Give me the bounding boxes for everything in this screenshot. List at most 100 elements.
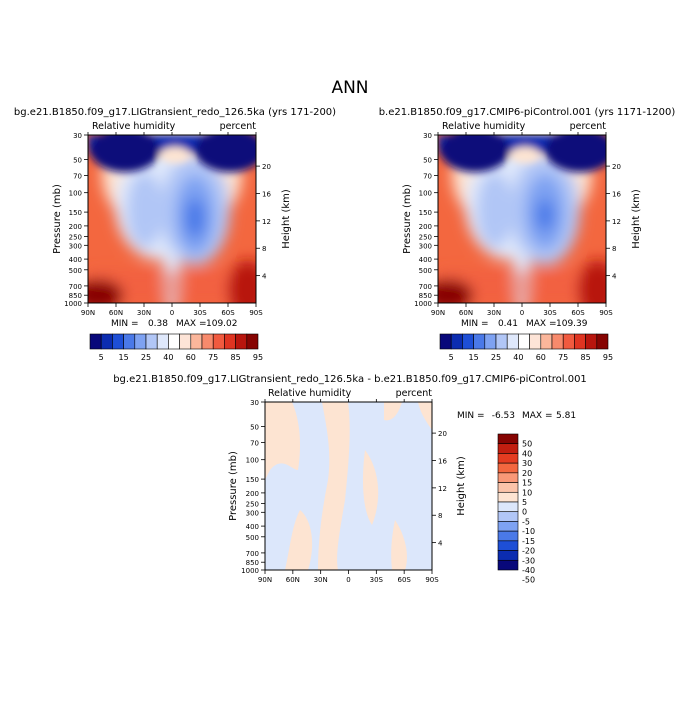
colorbar-label: 25 bbox=[141, 353, 151, 362]
y-tick-label: 30 bbox=[423, 132, 432, 140]
x-tick-label: 30N bbox=[314, 576, 328, 584]
y-tick-label: 500 bbox=[246, 534, 259, 542]
y-tick-label: 300 bbox=[246, 509, 259, 517]
y-tick-label: 850 bbox=[246, 559, 259, 567]
colorbar-label: -15 bbox=[522, 537, 535, 546]
colorbar-swatch bbox=[562, 333, 575, 350]
colorbar-swatch bbox=[89, 333, 102, 350]
x-tick-label: 60N bbox=[286, 576, 300, 584]
x-tick-label: 30S bbox=[193, 309, 207, 317]
colorbar-label: 95 bbox=[253, 353, 263, 362]
y-tick-label: 1000 bbox=[414, 300, 432, 308]
colorbar-label: 40 bbox=[522, 449, 532, 458]
colorbar-swatch bbox=[497, 453, 519, 464]
colorbar-swatch bbox=[168, 333, 180, 350]
y2-tick-label: 16 bbox=[612, 190, 621, 198]
colorbar-label: 85 bbox=[231, 353, 241, 362]
colorbar-label: 85 bbox=[581, 353, 591, 362]
x-tick-label: 30N bbox=[137, 309, 151, 317]
colorbar-swatch bbox=[497, 482, 519, 493]
colorbar-label: 40 bbox=[513, 353, 523, 362]
y-tick-label: 700 bbox=[246, 550, 259, 558]
colorbar-swatch bbox=[540, 333, 553, 350]
colorbar-swatch bbox=[497, 501, 519, 513]
y-tick-label: 200 bbox=[419, 223, 432, 231]
colorbar-swatch bbox=[145, 333, 158, 350]
x-tick-label: 90S bbox=[425, 576, 439, 584]
panel-3-max-label: MAX = bbox=[522, 411, 553, 421]
colorbar-swatch bbox=[585, 333, 598, 350]
y-tick-label: 200 bbox=[246, 490, 259, 498]
y-tick-label: 250 bbox=[246, 501, 259, 509]
colorbar-label: -5 bbox=[522, 517, 530, 526]
panel-3-field bbox=[265, 402, 432, 570]
panel-3-max-value: 5.81 bbox=[556, 411, 576, 421]
colorbar-swatch bbox=[212, 333, 225, 350]
panel-1-y2label: Height (km) bbox=[281, 189, 292, 249]
panel-2-field bbox=[438, 135, 606, 303]
colorbar-swatch bbox=[462, 333, 474, 350]
x-tick-label: 30S bbox=[543, 309, 557, 317]
panel-1-title: bg.e21.B1850.f09_g17.LIGtransient_redo_1… bbox=[14, 107, 336, 118]
panel-2-ylabel: Pressure (mb) bbox=[402, 184, 413, 254]
panel-1-units: percent bbox=[220, 121, 257, 132]
colorbar-swatch bbox=[112, 333, 124, 350]
colorbar-swatch bbox=[484, 333, 497, 350]
colorbar-label: -20 bbox=[522, 547, 535, 556]
colorbar-label: 75 bbox=[558, 353, 568, 362]
y2-tick-label: 16 bbox=[262, 190, 271, 198]
panel-2-max-label: MAX = bbox=[526, 319, 557, 329]
colorbar-swatch bbox=[596, 333, 609, 350]
y2-tick-label: 12 bbox=[262, 218, 271, 226]
y2-tick-label: 20 bbox=[262, 163, 271, 171]
colorbar-swatch bbox=[506, 333, 519, 350]
panel-1: bg.e21.B1850.f09_g17.LIGtransient_redo_1… bbox=[14, 107, 336, 362]
y-tick-label: 150 bbox=[419, 209, 432, 217]
panel-1-variable: Relative humidity bbox=[92, 121, 176, 132]
y2-tick-label: 20 bbox=[612, 163, 621, 171]
y-tick-label: 850 bbox=[69, 292, 82, 300]
panel-2-contour-fill bbox=[438, 135, 606, 303]
colorbar-label: 5 bbox=[99, 353, 104, 362]
colorbar-label: 15 bbox=[469, 353, 479, 362]
colorbar-swatch bbox=[156, 333, 169, 350]
x-tick-label: 90N bbox=[258, 576, 272, 584]
x-tick-label: 90S bbox=[599, 309, 613, 317]
y2-tick-label: 8 bbox=[262, 245, 266, 253]
colorbar-swatch bbox=[497, 521, 519, 532]
colorbar-label: 40 bbox=[163, 353, 173, 362]
colorbar-swatch bbox=[497, 491, 519, 503]
x-tick-label: 90S bbox=[249, 309, 263, 317]
colorbar-swatch bbox=[450, 333, 463, 350]
panel-3-ylabel: Pressure (mb) bbox=[228, 451, 239, 521]
y-tick-label: 850 bbox=[419, 292, 432, 300]
panel-3-units: percent bbox=[396, 388, 433, 399]
colorbar-label: 15 bbox=[119, 353, 129, 362]
panel-3-y2label: Height (km) bbox=[456, 456, 467, 516]
colorbar-swatch bbox=[497, 540, 519, 551]
y2-tick-label: 8 bbox=[612, 245, 616, 253]
y2-tick-label: 12 bbox=[612, 218, 621, 226]
y-tick-label: 250 bbox=[69, 234, 82, 242]
colorbar-swatch bbox=[497, 530, 519, 542]
colorbar-label: -50 bbox=[522, 576, 535, 585]
colorbar-swatch bbox=[179, 333, 192, 350]
x-tick-label: 60S bbox=[221, 309, 235, 317]
y-tick-label: 70 bbox=[423, 173, 432, 181]
colorbar-swatch bbox=[100, 333, 113, 350]
y-tick-label: 100 bbox=[246, 457, 259, 465]
panel-3-min-label: MIN = bbox=[457, 411, 485, 421]
colorbar-swatch bbox=[497, 433, 519, 445]
panel-2-min-label: MIN = bbox=[461, 319, 489, 329]
colorbar-label: 50 bbox=[522, 440, 532, 449]
panel-3-min-value: -6.53 bbox=[492, 411, 515, 421]
y-tick-label: 100 bbox=[419, 190, 432, 198]
colorbar-swatch bbox=[497, 462, 519, 474]
colorbar-swatch bbox=[518, 333, 530, 350]
x-tick-label: 0 bbox=[346, 576, 350, 584]
panel-3: bg.e21.B1850.f09_g17.LIGtransient_redo_1… bbox=[113, 374, 587, 585]
